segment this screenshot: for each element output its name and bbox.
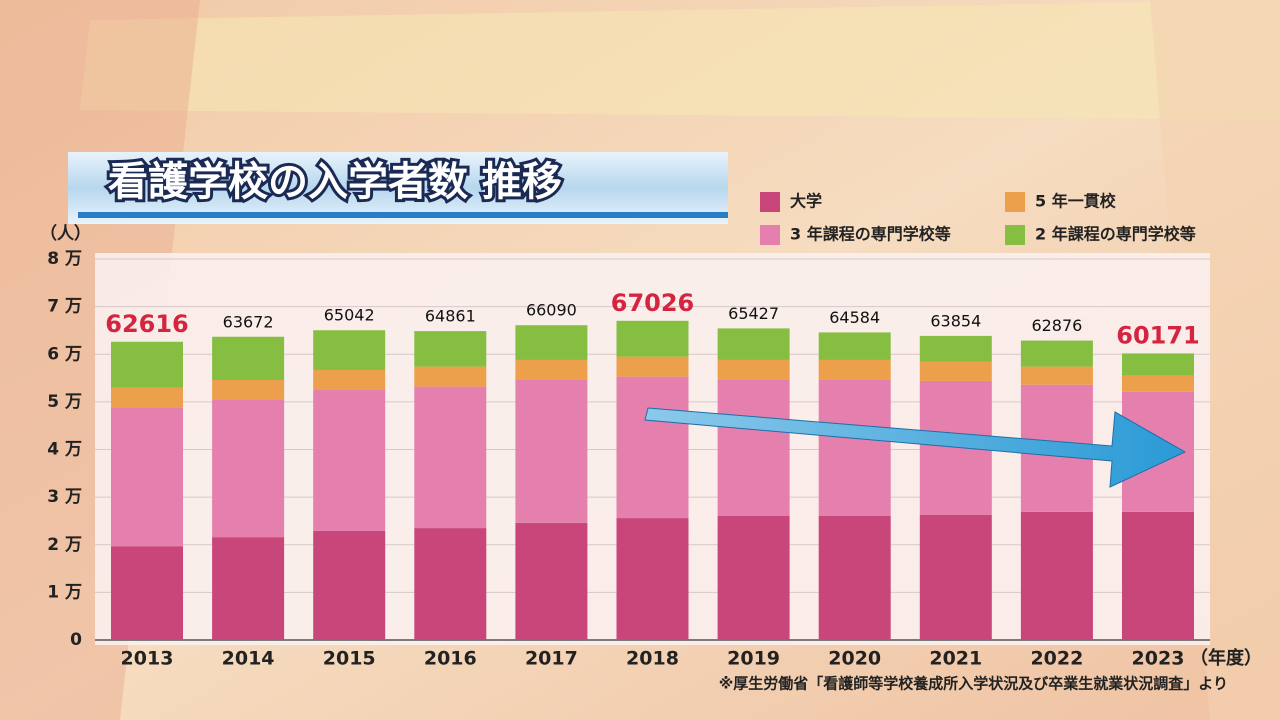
legend-label: 3 年課程の専門学校等 [790,225,951,244]
bar-segment [818,359,891,380]
total-label: 64861 [425,307,476,326]
total-label: 64584 [829,308,880,327]
total-label: 60171 [1116,321,1200,349]
bar-segment [212,336,285,380]
bar-segment [919,514,992,640]
total-label: 65042 [324,306,375,325]
bar-segment [414,366,487,387]
legend-swatch [1005,225,1025,245]
y-tick-label: 1 万 [47,582,82,602]
bar-segment [313,389,386,531]
bar-segment [919,361,992,381]
x-tick-label: 2017 [525,648,578,670]
chart-title: 看護学校の入学者数 推移 [108,159,562,205]
bar-segment [616,320,689,357]
bar-segment [212,537,285,640]
bar-segment [1020,366,1093,385]
bar-segment [111,407,183,547]
background-band [1150,0,1280,720]
bar-segment [616,518,689,640]
bar-segment [717,515,790,640]
bar-segment [717,359,790,380]
bar-segment [616,376,689,519]
bar-segment [414,331,487,367]
bar-segment [313,530,386,640]
total-label: 66090 [526,301,577,320]
legend-label: 5 年一貫校 [1035,192,1117,211]
bar-segment [1122,353,1194,376]
bar-segment [313,369,386,390]
x-tick-label: 2018 [626,648,679,670]
y-tick-label: 5 万 [47,392,82,412]
y-tick-label: 8 万 [47,249,82,269]
x-tick-label: 2015 [323,648,376,670]
bar-segment [919,335,992,362]
x-tick-label: 2020 [828,648,881,670]
bar-segment [818,515,891,640]
x-tick-label: 2013 [121,648,174,670]
x-tick-label: 2023 [1132,648,1185,670]
total-label: 63672 [223,312,274,331]
legend-swatch [760,192,780,212]
bar-segment [414,528,487,640]
background-band [80,0,1280,120]
bar-segment [515,325,588,360]
legend-label: 2 年課程の専門学校等 [1035,225,1196,244]
bar-segment [515,379,588,523]
total-label: 67026 [611,289,695,317]
title-underline [78,212,728,218]
bar-segment [717,328,790,360]
y-tick-label: 6 万 [47,344,82,364]
bar-segment [212,379,285,400]
total-label: 62876 [1031,316,1082,335]
y-tick-label: 4 万 [47,440,82,460]
bar-segment [111,546,183,640]
bar-segment [515,359,588,380]
x-tick-label: 2021 [929,648,982,670]
bar-segment [212,399,285,538]
y-unit: （人） [40,223,91,244]
legend-label: 大学 [790,192,822,211]
y-tick-label: 3 万 [47,487,82,507]
total-label: 63854 [930,311,981,330]
bar-segment [717,379,790,516]
bar-segment [313,330,386,370]
y-tick-label: 7 万 [47,297,82,317]
total-label: 65427 [728,304,779,323]
bar-segment [1020,511,1093,640]
bar-segment [111,387,183,408]
x-tick-label: 2014 [222,648,275,670]
y-tick-label: 0 [70,630,82,650]
bar-segment [414,386,487,529]
bar-segment [1122,511,1194,640]
x-unit: （年度） [1190,647,1262,669]
bar-segment [818,379,891,516]
x-tick-label: 2022 [1030,648,1083,670]
source-note: ※厚生労働省「看護師等学校養成所入学状況及び卒業生就業状況調査」より [719,675,1228,693]
bar-segment [1122,375,1194,392]
y-tick-label: 2 万 [47,535,82,555]
bar-segment [111,341,183,388]
x-tick-label: 2016 [424,648,477,670]
trend-arrow [644,407,1187,488]
x-tick-label: 2019 [727,648,780,670]
bar-segment [515,522,588,640]
bar-segment [1020,340,1093,367]
legend-swatch [760,225,780,245]
bar-segment [818,332,891,360]
legend-swatch [1005,192,1025,212]
bar-segment [616,356,689,377]
total-label: 62616 [105,310,189,338]
